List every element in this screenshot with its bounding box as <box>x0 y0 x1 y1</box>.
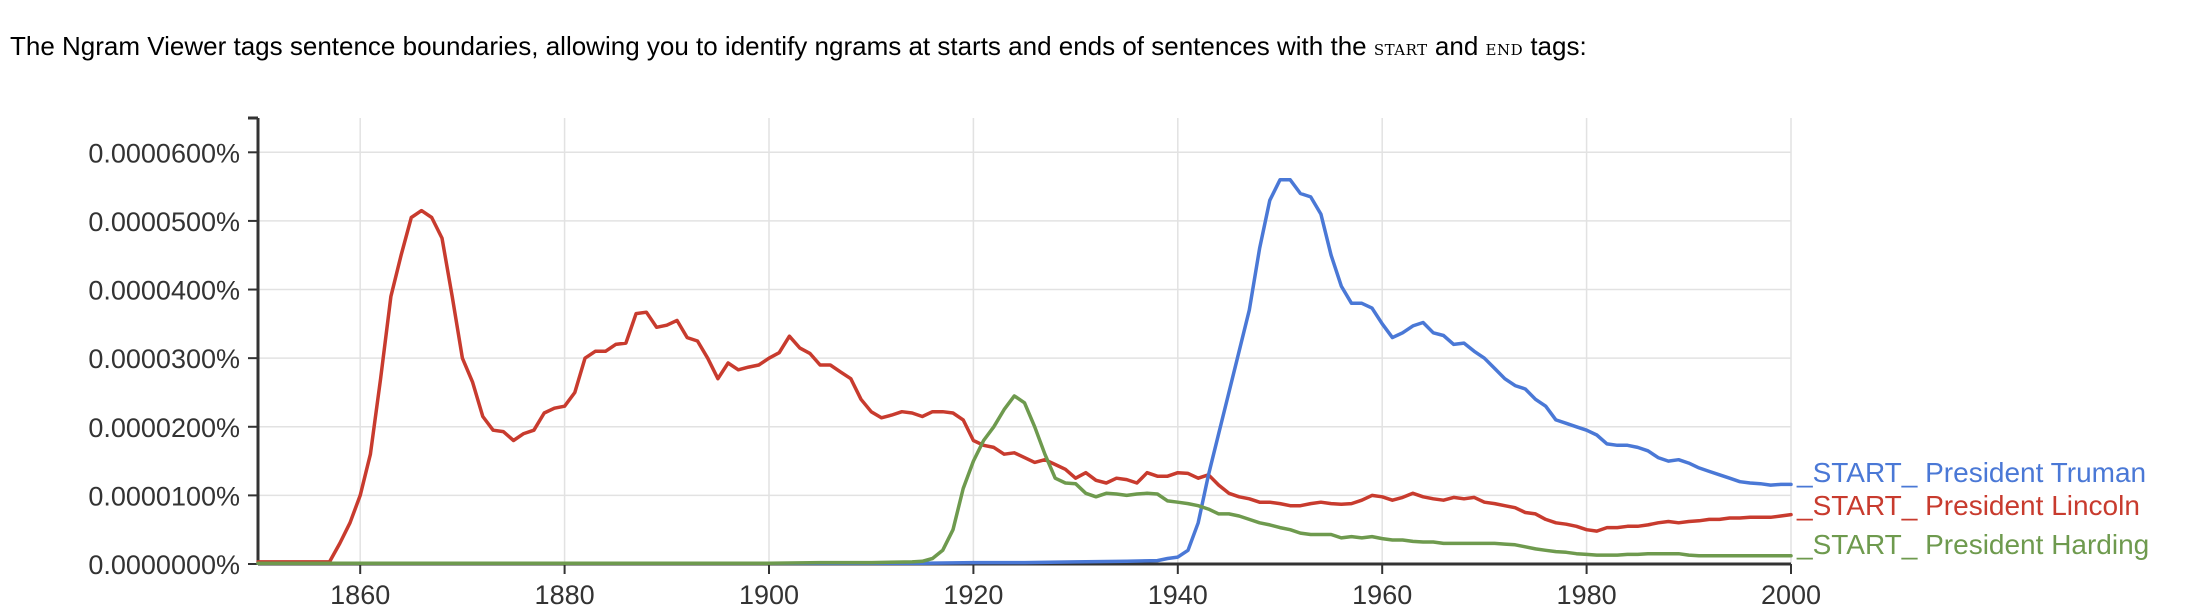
intro-middle: and <box>1427 31 1486 61</box>
start-tag: start <box>1373 36 1428 61</box>
series-line-lincoln[interactable] <box>256 208 1793 564</box>
y-tick-label: 0.0000000% <box>88 550 240 580</box>
x-tick-label: 1900 <box>739 580 799 610</box>
intro-text: The Ngram Viewer tags sentence boundarie… <box>10 28 1587 67</box>
y-tick-label: 0.0000600% <box>88 138 240 168</box>
x-tick-label: 1920 <box>943 580 1003 610</box>
y-tick-label: 0.0000200% <box>88 413 240 443</box>
series-line-truman[interactable] <box>256 178 1793 566</box>
y-tick-label: 0.0000500% <box>88 207 240 237</box>
intro-after: tags: <box>1523 31 1587 61</box>
x-tick-label: 1860 <box>330 580 390 610</box>
intro-before: The Ngram Viewer tags sentence boundarie… <box>10 31 1374 61</box>
end-tag: end <box>1485 36 1524 61</box>
x-tick-label: 1960 <box>1352 580 1412 610</box>
series-label-lincoln[interactable]: _START_ President Lincoln <box>1796 490 2140 521</box>
y-tick-label: 0.0000300% <box>88 344 240 374</box>
y-tick-label: 0.0000100% <box>88 481 240 511</box>
x-tick-label: 1980 <box>1557 580 1617 610</box>
series-line-harding[interactable] <box>256 394 1793 566</box>
series-label-truman[interactable]: _START_ President Truman <box>1796 457 2146 488</box>
x-tick-label: 1940 <box>1148 580 1208 610</box>
series-label-harding[interactable]: _START_ President Harding <box>1796 529 2149 560</box>
x-tick-label: 1880 <box>535 580 595 610</box>
x-tick-label: 2000 <box>1761 580 1821 610</box>
y-tick-label: 0.0000400% <box>88 276 240 306</box>
